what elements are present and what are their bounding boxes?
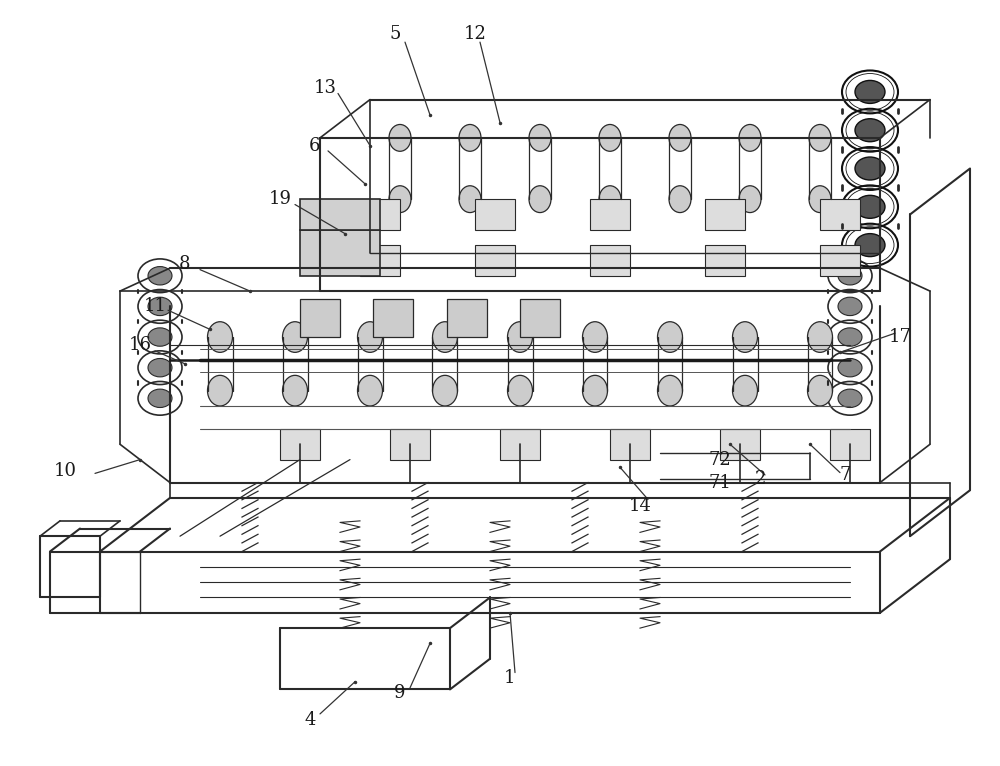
Circle shape — [838, 297, 862, 316]
Text: 5: 5 — [389, 25, 401, 44]
Ellipse shape — [732, 322, 758, 352]
Text: 9: 9 — [394, 684, 406, 702]
Bar — [720, 429, 760, 460]
Bar — [300, 230, 380, 276]
Ellipse shape — [809, 186, 831, 213]
Bar — [820, 245, 860, 276]
Ellipse shape — [809, 125, 831, 152]
Ellipse shape — [358, 375, 382, 406]
Bar — [280, 429, 320, 460]
Ellipse shape — [739, 125, 761, 152]
Circle shape — [148, 389, 172, 408]
Ellipse shape — [657, 375, 682, 406]
Text: 14: 14 — [629, 496, 651, 515]
Circle shape — [838, 267, 862, 285]
Ellipse shape — [732, 375, 758, 406]
Text: 10: 10 — [54, 462, 76, 480]
Ellipse shape — [389, 186, 411, 213]
Bar — [475, 245, 515, 276]
Ellipse shape — [599, 186, 621, 213]
Bar — [360, 199, 400, 230]
Text: 17: 17 — [889, 328, 911, 346]
Circle shape — [855, 234, 885, 257]
Ellipse shape — [432, 322, 457, 352]
Bar — [360, 245, 400, 276]
Text: 11: 11 — [144, 297, 166, 316]
Ellipse shape — [808, 375, 832, 406]
Text: 13: 13 — [314, 79, 336, 97]
Ellipse shape — [808, 322, 832, 352]
Ellipse shape — [529, 186, 551, 213]
Text: 8: 8 — [179, 255, 191, 273]
Text: 19: 19 — [268, 190, 292, 208]
Ellipse shape — [669, 186, 691, 213]
Ellipse shape — [599, 125, 621, 152]
Circle shape — [838, 328, 862, 346]
Text: 2: 2 — [754, 470, 766, 488]
Ellipse shape — [208, 322, 232, 352]
Text: 12: 12 — [464, 25, 486, 44]
Ellipse shape — [582, 375, 608, 406]
Text: 6: 6 — [309, 136, 321, 155]
Bar — [300, 299, 340, 337]
Ellipse shape — [529, 125, 551, 152]
Bar — [705, 245, 745, 276]
Bar — [610, 429, 650, 460]
Ellipse shape — [283, 375, 308, 406]
Circle shape — [855, 80, 885, 103]
Text: 1: 1 — [504, 669, 516, 687]
Bar — [475, 199, 515, 230]
Bar — [590, 199, 630, 230]
Bar — [500, 429, 540, 460]
Circle shape — [855, 195, 885, 218]
Bar — [520, 299, 560, 337]
Bar — [447, 299, 487, 337]
Text: 7: 7 — [839, 466, 851, 484]
Circle shape — [855, 119, 885, 142]
Bar — [373, 299, 413, 337]
Ellipse shape — [459, 186, 481, 213]
Bar — [705, 199, 745, 230]
Ellipse shape — [358, 322, 382, 352]
Circle shape — [148, 358, 172, 377]
Circle shape — [855, 157, 885, 180]
Text: 72: 72 — [709, 450, 731, 469]
Circle shape — [838, 358, 862, 377]
Ellipse shape — [283, 322, 308, 352]
Bar — [300, 199, 380, 230]
Ellipse shape — [208, 375, 232, 406]
Ellipse shape — [432, 375, 457, 406]
Text: 16: 16 — [128, 336, 152, 354]
Circle shape — [838, 389, 862, 408]
Ellipse shape — [657, 322, 682, 352]
Bar — [590, 245, 630, 276]
Text: 71: 71 — [709, 473, 731, 492]
Ellipse shape — [669, 125, 691, 152]
Bar — [390, 429, 430, 460]
Bar — [830, 429, 870, 460]
Ellipse shape — [739, 186, 761, 213]
Ellipse shape — [508, 322, 532, 352]
Ellipse shape — [508, 375, 532, 406]
Ellipse shape — [582, 322, 608, 352]
Text: 4: 4 — [304, 711, 316, 729]
Bar — [820, 199, 860, 230]
Circle shape — [148, 297, 172, 316]
Ellipse shape — [389, 125, 411, 152]
Ellipse shape — [459, 125, 481, 152]
Circle shape — [148, 267, 172, 285]
Circle shape — [148, 328, 172, 346]
